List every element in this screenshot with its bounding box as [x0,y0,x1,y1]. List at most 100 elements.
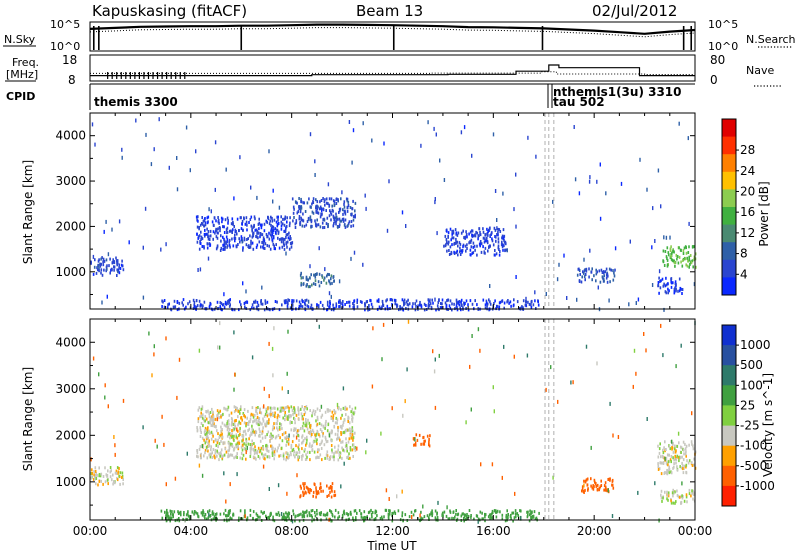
data-cell [241,219,244,223]
data-cell [321,430,323,434]
data-cell [114,452,116,457]
data-cell [211,432,214,436]
data-cell [344,445,347,448]
data-cell [250,412,253,416]
data-cell [450,250,453,254]
data-cell [503,344,505,349]
data-cell [273,519,276,523]
data-cell [116,274,118,277]
data-cell [340,197,342,201]
data-cell [218,416,220,420]
data-cell [461,512,464,516]
data-cell [325,517,328,521]
data-cell [504,240,507,244]
data-cell [672,488,674,492]
data-cell [280,215,282,219]
data-cell [401,306,404,310]
ytick-label-2: 3000 [55,174,86,188]
data-cell [229,432,231,435]
data-cell [193,512,195,516]
data-cell [168,516,170,520]
cpid-entry-normalsound: nthemls1(3u) 3310 [553,85,682,99]
data-cell [681,292,683,295]
data-cell [635,301,637,305]
data-cell [182,298,185,302]
data-cell [444,244,447,248]
data-cell [240,445,243,449]
data-cell [307,490,310,494]
data-cell [302,440,304,444]
data-cell [113,480,115,484]
data-cell [670,460,672,464]
colorbar-swatch-0 [722,119,736,138]
data-cell [271,444,273,448]
data-cell [228,512,230,516]
data-cell [497,244,500,248]
data-cell [590,484,592,488]
data-cell [363,519,365,523]
data-cell [415,441,417,446]
data-cell [693,457,695,461]
data-cell [328,197,331,201]
data-cell [320,415,323,419]
data-cell [168,302,170,306]
data-cell [226,216,229,220]
data-cell [433,369,436,374]
data-cell [275,512,277,516]
data-cell [674,490,676,494]
data-cell [436,512,438,516]
data-cell [583,479,585,483]
data-cell [501,517,504,521]
data-cell [637,490,639,495]
data-cell [588,275,590,279]
data-cell [402,300,405,304]
data-cell [614,246,617,251]
data-cell [121,476,123,479]
data-cell [643,332,645,336]
data-cell [502,236,505,240]
data-cell [484,519,486,523]
data-cell [309,218,312,222]
data-cell [513,207,515,212]
data-cell [186,511,189,515]
data-cell [275,422,277,425]
data-cell [459,246,461,250]
data-cell [243,216,245,220]
data-cell [231,421,233,425]
data-cell [277,218,279,222]
data-cell [232,244,235,248]
data-cell [520,509,522,513]
data-cell [291,449,294,453]
data-cell [427,304,430,308]
data-cell [231,419,234,423]
data-cell [305,298,308,302]
data-cell [272,188,274,193]
data-cell [338,279,341,284]
data-cell [383,141,385,146]
data-cell [377,300,380,303]
data-cell [201,245,204,248]
data-cell [329,509,331,513]
xtick-label-4: 16:00 [476,524,511,538]
data-cell [680,451,682,454]
data-cell [414,302,416,306]
data-cell [203,438,205,442]
data-cell [330,294,332,299]
data-cell [252,510,255,514]
data-cell [666,493,669,497]
data-cell [222,235,224,239]
data-cell [460,231,463,235]
data-cell [250,185,252,190]
data-cell [507,299,509,302]
data-cell [245,289,247,294]
data-cell [309,285,311,289]
data-cell [218,442,221,446]
data-cell [204,441,207,445]
data-cell [256,412,259,416]
data-cell [305,420,307,424]
data-cell [514,512,517,516]
data-cell [210,437,213,441]
data-cell [212,237,214,241]
data-cell [515,224,517,229]
data-cell [338,217,341,221]
